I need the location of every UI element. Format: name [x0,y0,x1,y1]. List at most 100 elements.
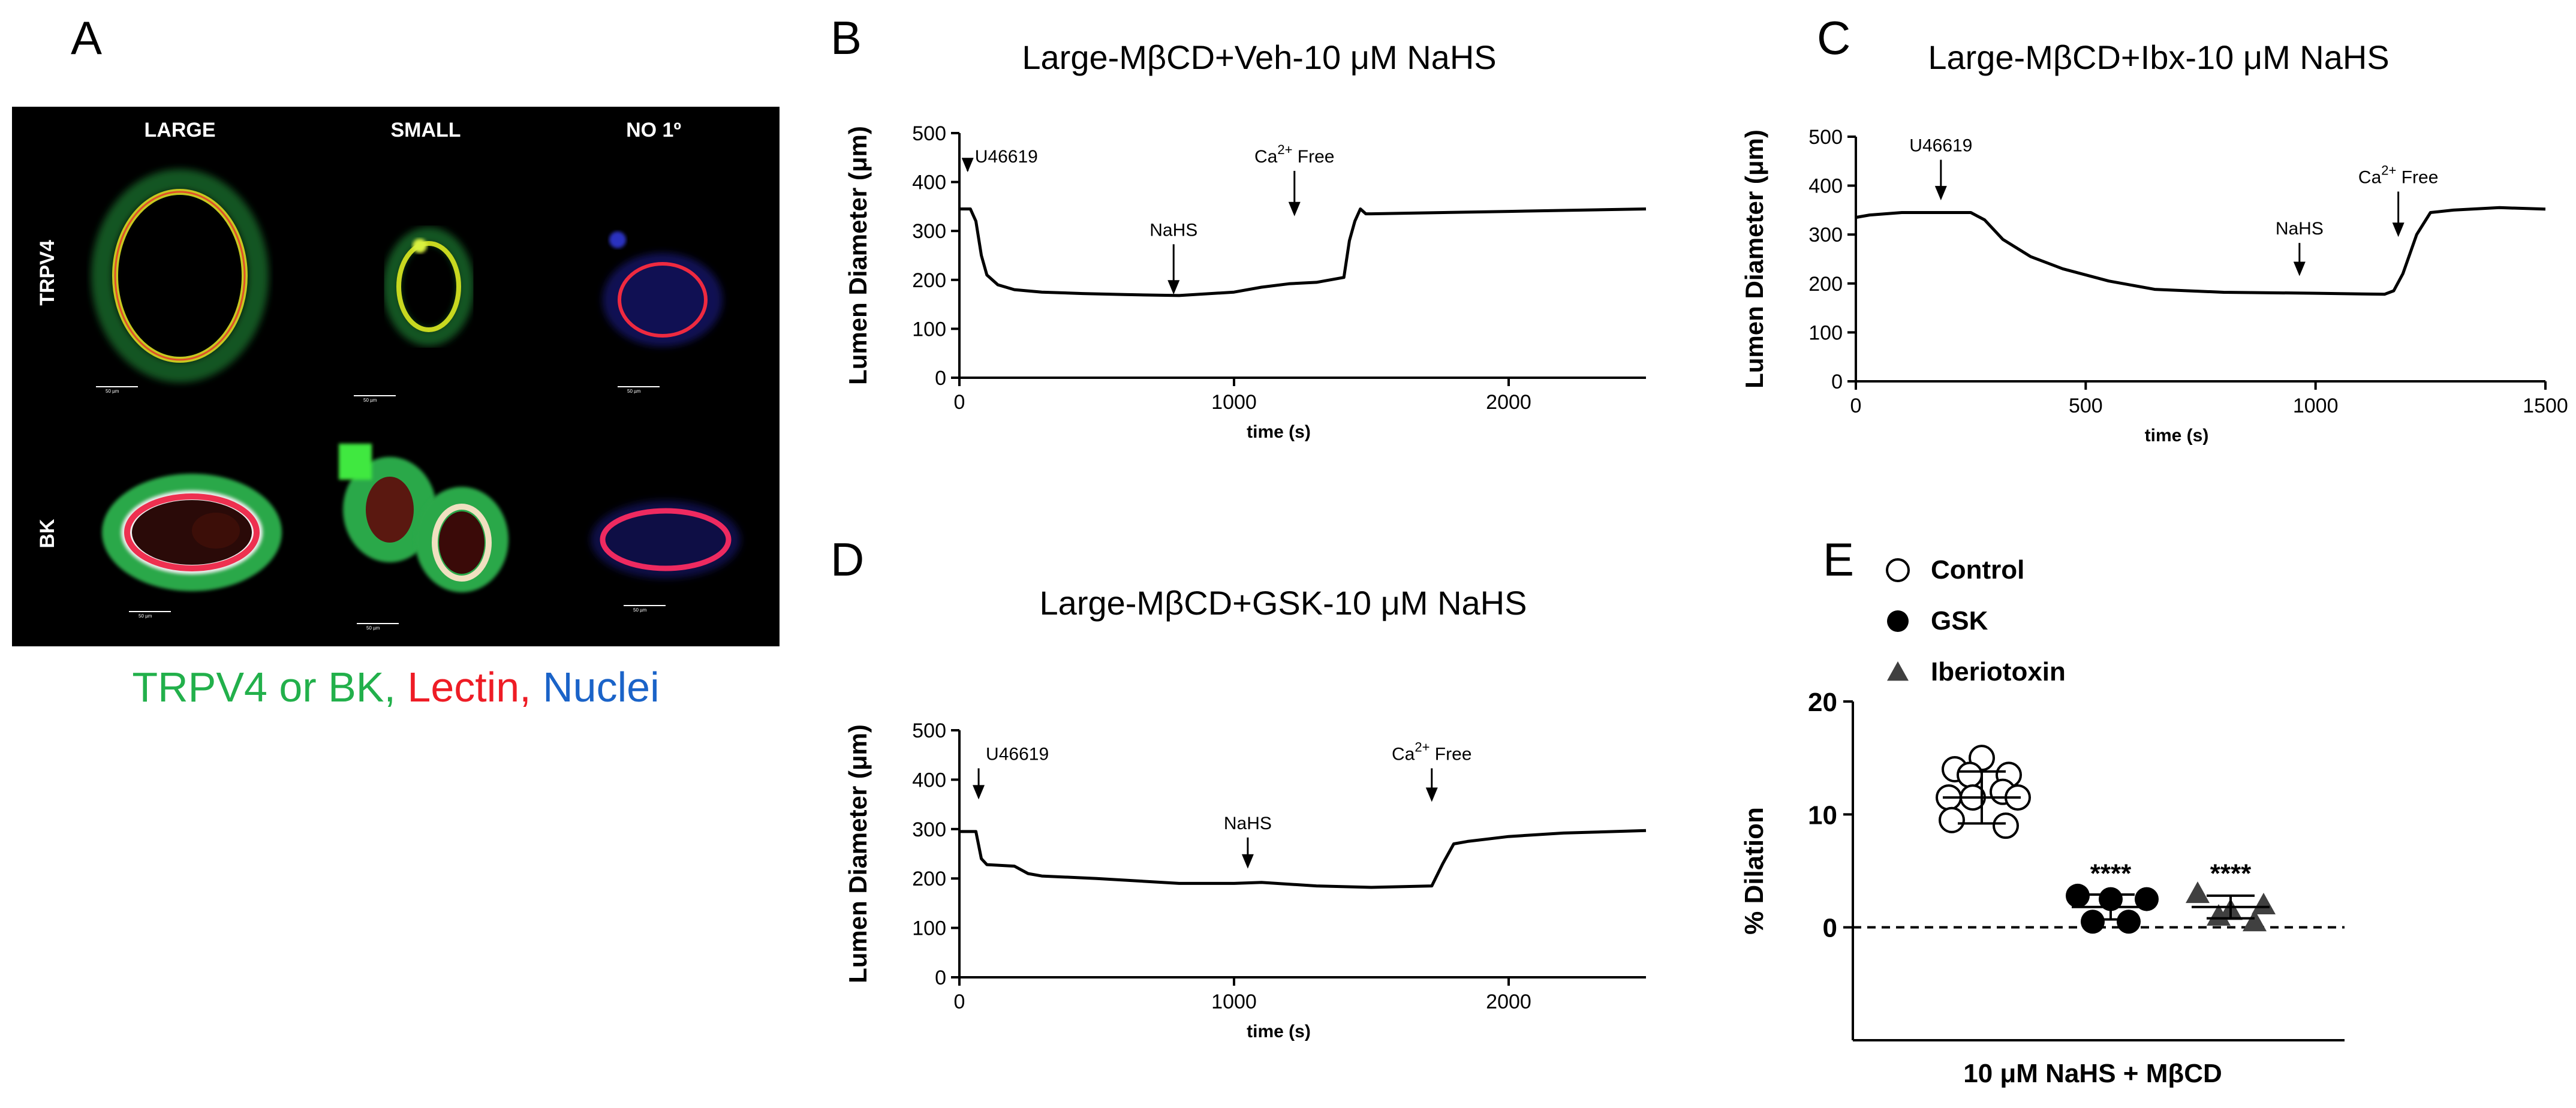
annotation-label: U46619 [975,147,1038,167]
legend-label: GSK [1931,606,1988,636]
annotation-label: U46619 [1909,136,1972,155]
annotation-label: Ca2+ Free [1254,142,1334,167]
y-tick-label: 200 [1808,273,1843,296]
x-tick-label: 1000 [1211,990,1257,1013]
caption-green-label: TRPV4 or BK, [132,664,396,710]
trace-line [959,829,1647,889]
annotation-arrow-head [1288,201,1301,216]
micrograph-bk-large: 50 µm [102,474,282,619]
y-tick-label: 300 [912,818,946,841]
chart-b-title: Large-MβCD+Veh-10 μM NaHS [1022,38,1496,76]
data-point [1939,806,1965,833]
significance-marker: **** [2090,859,2132,888]
annotation-label: NaHS [1149,220,1197,240]
y-axis-label: Lumen Diameter (μm) [844,126,872,385]
legend-marker [1887,610,1909,632]
panel-label-b: B [830,11,862,64]
svg-text:50 µm: 50 µm [633,607,647,613]
micrograph-trpv4-no-primary: 50 µm [603,231,723,394]
data-point [1993,812,2019,839]
annotation-arrow-head [961,158,974,173]
annotation-label: U46619 [986,744,1049,764]
caption-blue-label: Nuclei [543,664,660,710]
annotation-label: Ca2+ Free [1392,739,1471,764]
y-tick-label: 100 [1808,321,1843,344]
y-tick-label: 0 [1823,914,1837,943]
x-tick-label: 0 [954,990,965,1013]
caption-red-label: Lectin, [407,664,531,710]
data-point [1957,761,1983,788]
chart-c: 0 100 200 300 400 500 0 500 1000 1500 time (s) Lume… [1740,126,2568,445]
annotation-arrow-head [2392,222,2405,237]
micrograph-grid: LARGE SMALL NO 1º TRPV4 BK 50 µm 50 µm 5… [12,107,780,646]
chart-c-title: Large-MβCD+Ibx-10 μM NaHS [1928,38,2389,76]
annotation-arrow-head [1167,280,1180,295]
significance-marker: **** [2210,859,2252,888]
chart-e: 0 10 20 % Dilation 10 μM NaHS + MβCD Control *… [1740,555,2345,1088]
legend-marker [1887,661,1909,681]
annotation-arrow-head [2293,261,2306,276]
data-point [2066,883,2090,908]
x-axis-label: time (s) [1247,422,1311,442]
y-tick-label: 0 [935,367,946,390]
micrograph-trpv4-large: 50 µm [91,169,269,394]
column-label-small: SMALL [390,119,461,141]
panel-a-caption: TRPV4 or BK, Lectin, Nuclei [132,664,659,710]
y-tick-label: 100 [912,917,946,940]
y-tick-label: 10 [1808,800,1837,830]
legend-label: Iberiotoxin [1931,657,2066,687]
x-tick-label: 0 [954,391,965,414]
x-tick-label: 1000 [2293,395,2339,417]
panel-label-a: A [71,11,102,64]
chart-d-title: Large-MβCD+GSK-10 μM NaHS [1040,584,1527,622]
svg-text:50 µm: 50 µm [363,398,377,403]
data-point [2186,881,2210,904]
data-point [2081,910,2105,934]
x-tick-label: 500 [2069,395,2103,417]
chart-d: 0 100 200 300 400 500 0 1000 2000 time (s) Lumen D… [844,719,1647,1041]
micrograph-bk-no-primary: 50 µm [591,501,741,613]
y-tick-label: 500 [912,719,946,742]
panel-label-c: C [1817,11,1850,64]
annotation-arrow-head [973,785,985,800]
annotation-arrow-head [1241,854,1254,869]
annotation-arrow-head [1425,787,1438,802]
annotation-label: Ca2+ Free [2358,163,2438,188]
x-axis-label: time (s) [2145,426,2209,445]
y-tick-label: 300 [912,220,946,243]
chart-b: 0 100 200 300 400 500 0 1000 2000 time (s) Lumen D… [844,122,1647,442]
svg-text:50 µm: 50 µm [139,613,152,619]
row-label-bk: BK [36,519,59,549]
y-tick-label: 400 [912,769,946,791]
y-tick-label: 0 [935,967,946,989]
y-axis-label: Lumen Diameter (μm) [844,724,872,983]
panel-label-e: E [1823,533,1854,586]
y-tick-label: 400 [912,171,946,194]
trace-line [959,207,1647,297]
x-tick-label: 1500 [2523,395,2568,417]
column-label-large: LARGE [145,119,216,141]
svg-text:50 µm: 50 µm [366,625,380,631]
x-axis-label: 10 μM NaHS + MβCD [1963,1059,2222,1088]
annotation-label: NaHS [1224,814,1272,833]
y-tick-label: 400 [1808,175,1843,198]
y-axis-label: % Dilation [1740,807,1769,935]
y-tick-label: 300 [1808,224,1843,246]
y-tick-label: 500 [912,122,946,145]
micrograph-trpv4-small: 50 µm [354,227,474,403]
panel-label-d: D [830,533,864,586]
y-tick-label: 20 [1808,688,1837,717]
data-point [2135,887,2159,911]
svg-text:50 µm: 50 µm [106,389,119,394]
legend-label: Control [1931,555,2024,585]
data-point [2207,904,2231,926]
y-tick-label: 200 [912,269,946,292]
data-point [2117,910,2141,934]
y-tick-label: 200 [912,868,946,890]
svg-text:50 µm: 50 µm [627,389,641,394]
x-tick-label: 0 [1850,395,1862,417]
annotation-arrow-head [1934,186,1947,201]
annotation-label: NaHS [2276,219,2324,239]
micrograph-bk-small: 50 µm [339,444,508,631]
